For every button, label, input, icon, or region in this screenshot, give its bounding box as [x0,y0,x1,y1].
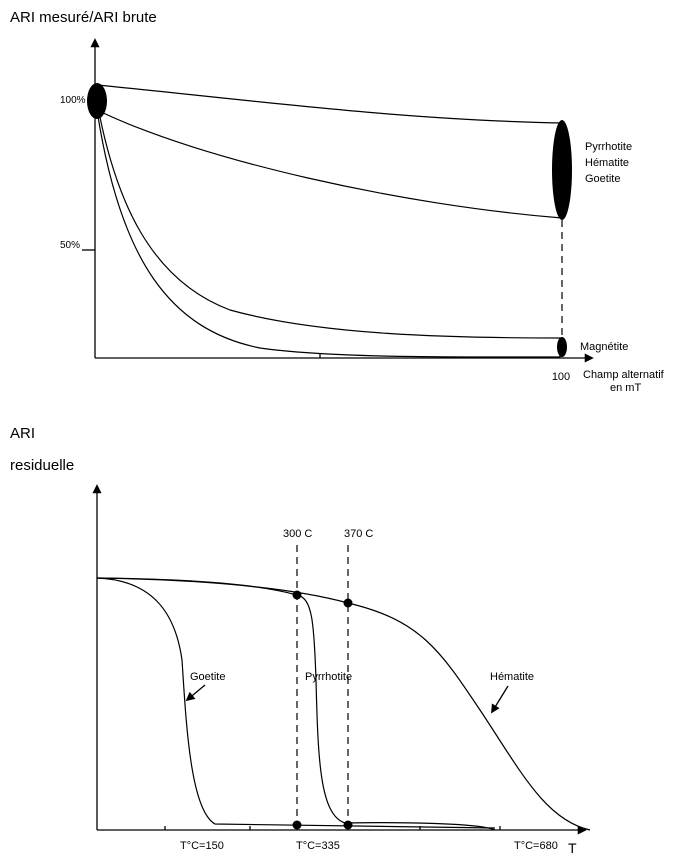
y-label: 50% [60,240,80,251]
y-axis-label: ARI mesuré/ARI brute [10,9,157,26]
hematite-curve [96,577,591,831]
marker-label: 300 C [283,528,312,540]
start-ellipse [87,83,107,119]
point [292,590,302,600]
curve-label: Goetite [190,671,225,683]
point [292,820,302,830]
arrow [491,685,509,714]
top-panel: ARI mesuré/ARI brute 100% 50% Pyrrhotite… [10,9,665,394]
y-axis-label: residuelle [10,457,74,474]
marker-label: 370 C [344,528,373,540]
point [343,820,353,830]
x-axis-label: Champ alternatif [583,369,665,381]
x-axis-label: T [568,840,577,856]
arrow [185,684,206,702]
pyrrhotite-curve [96,577,496,831]
x-label: T°C=150 [180,840,224,852]
upper-band [96,84,563,219]
goetite-curve [96,577,496,829]
end-ellipse [552,120,572,220]
end-ellipse [557,337,567,357]
curve-label: Hématite [490,671,534,683]
lower-band [96,101,561,358]
x-axis-label: en mT [610,382,641,394]
x-label: T°C=680 [514,840,558,852]
point [343,598,353,608]
curve-label: Pyrrhotite [305,671,352,683]
bottom-panel: ARI residuelle 300 C 370 C Goetite Pyrrh… [10,425,591,856]
band-label: Hématite [585,157,629,169]
band-label: Pyrrhotite [585,141,632,153]
band-label: Goetite [585,173,620,185]
band-label: Magnétite [580,341,628,353]
x-label: T°C=335 [296,840,340,852]
y-label: 100% [60,95,86,106]
y-axis-label: ARI [10,425,35,442]
x-label: 100 [552,371,570,383]
